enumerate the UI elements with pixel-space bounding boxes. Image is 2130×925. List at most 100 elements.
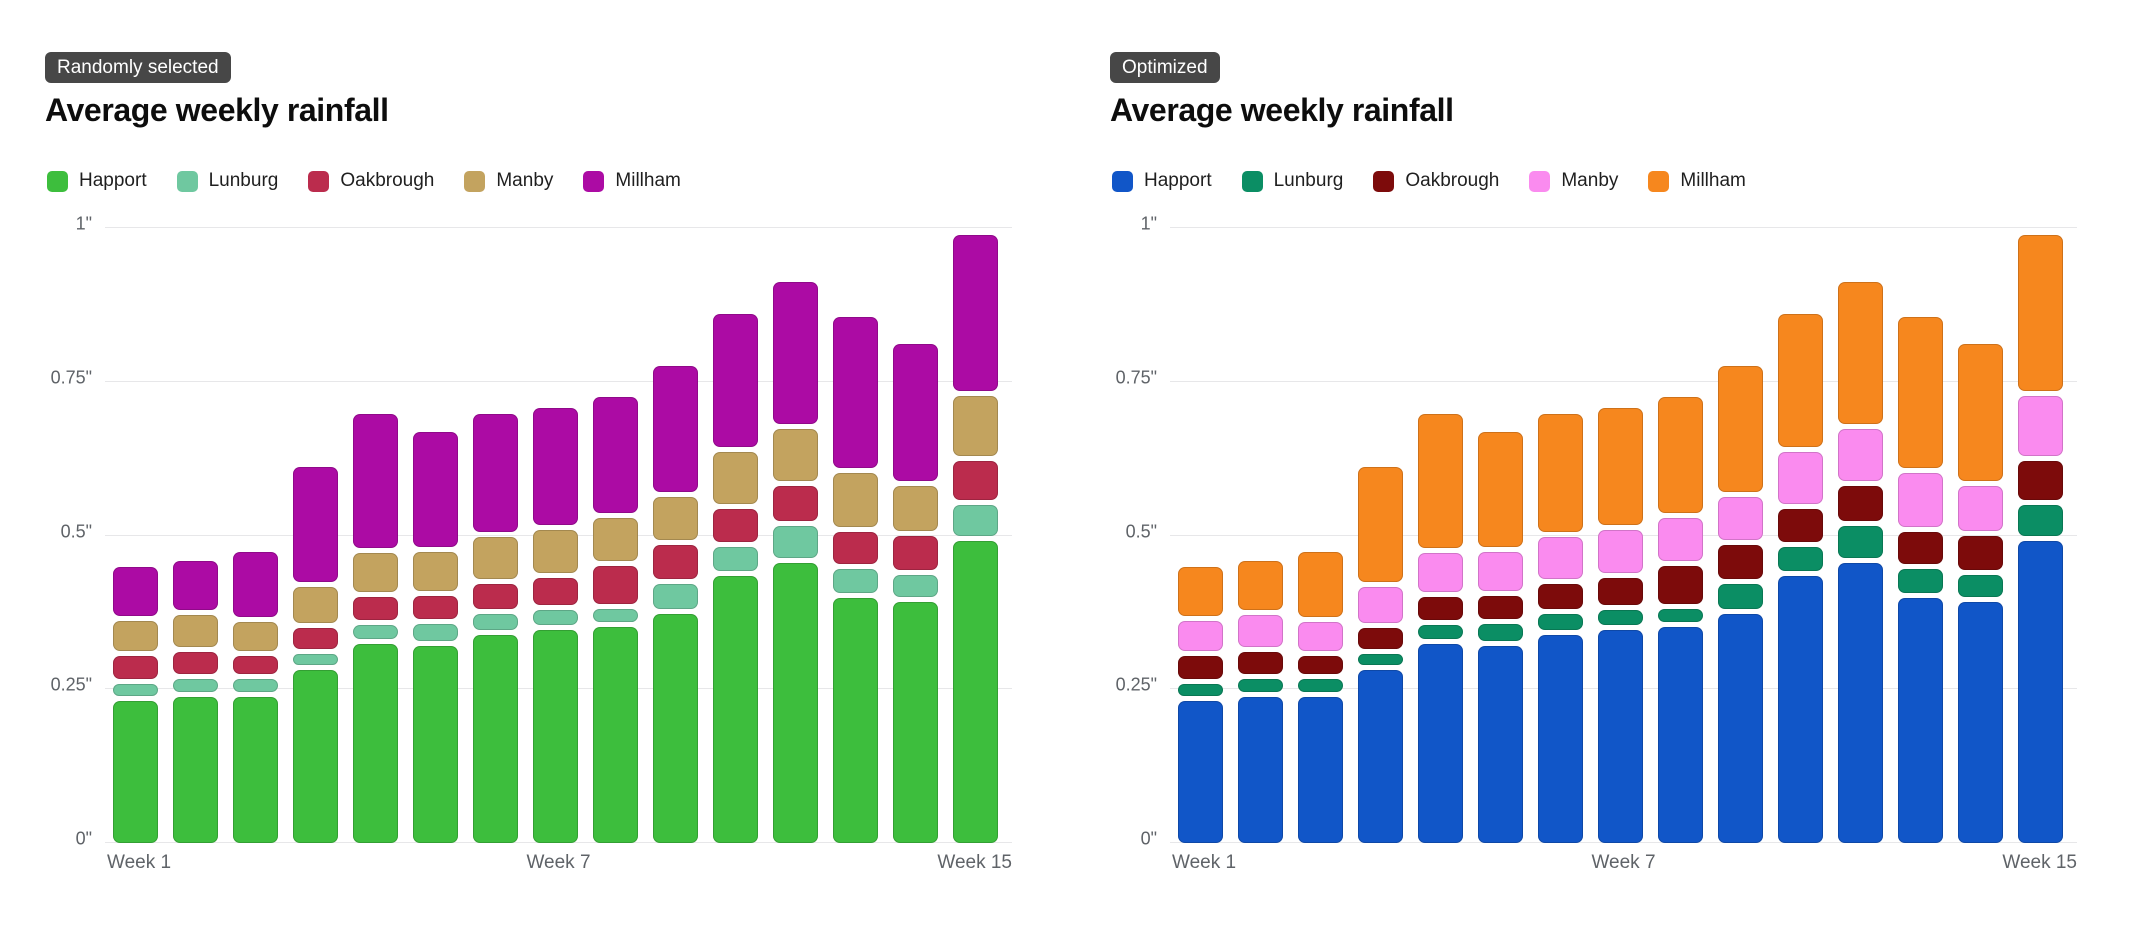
bar-week-6 (412, 228, 458, 843)
x-tick-label: Week 7 (526, 852, 591, 873)
bar-segment-happort (412, 645, 458, 843)
bar-week-9 (1657, 228, 1703, 843)
bar-week-12 (1837, 228, 1883, 843)
chart-title: Average weekly rainfall (1110, 92, 1454, 128)
bar-segment-lunburg (1597, 609, 1643, 625)
bar-segment-happort (1477, 645, 1523, 843)
legend-item-oakbrough: Oakbrough (1373, 170, 1499, 192)
bar-segment-lunburg (1477, 624, 1523, 641)
bar-segment-lunburg (292, 653, 338, 666)
bar-segment-manby (772, 428, 818, 482)
bar-segment-lunburg (1837, 525, 1883, 558)
bar-segment-lunburg (652, 584, 698, 610)
bar-segment-oakbrough (1717, 544, 1763, 580)
bar-week-3 (232, 228, 278, 843)
bar-segment-oakbrough (712, 509, 758, 542)
legend-label: Happort (1144, 170, 1212, 191)
bar-segment-millham (952, 234, 998, 391)
legend-label: Lunburg (1273, 170, 1344, 191)
bar-week-7 (472, 228, 518, 843)
bar-segment-lunburg (772, 525, 818, 558)
bar-week-4 (292, 228, 338, 843)
bar-week-13 (1897, 228, 1943, 843)
y-tick-label: 1" (1140, 213, 1157, 234)
bar-segment-millham (532, 408, 578, 526)
bar-segment-happort (232, 696, 278, 843)
bar-segment-happort (1537, 635, 1583, 843)
bar-segment-happort (652, 614, 698, 843)
bar-segment-manby (472, 537, 518, 580)
bar-segment-lunburg (1537, 614, 1583, 631)
bar-segment-happort (1177, 700, 1223, 843)
bar-segment-lunburg (1417, 624, 1463, 639)
bar-week-1 (112, 228, 158, 843)
y-tick-label: 1" (75, 213, 92, 234)
bar-segment-manby (412, 551, 458, 591)
bar-segment-oakbrough (232, 656, 278, 674)
bar-segment-oakbrough (1537, 584, 1583, 610)
bar-segment-lunburg (592, 608, 638, 622)
bar-segment-lunburg (1957, 574, 2003, 597)
legend-label: Manby (1561, 170, 1619, 191)
bar-segment-manby (652, 496, 698, 540)
bar-week-12 (772, 228, 818, 843)
bar-segment-happort (1717, 614, 1763, 843)
bar-segment-manby (1237, 614, 1283, 647)
bar-segment-manby (892, 486, 938, 531)
bar-segment-millham (1417, 414, 1463, 549)
bar-week-14 (892, 228, 938, 843)
bar-segment-oakbrough (1777, 509, 1823, 542)
bar-week-2 (172, 228, 218, 843)
bar-segment-manby (712, 451, 758, 505)
bar-segment-millham (652, 365, 698, 492)
plot-area: 0" 0.25" 0.5" 0.75" 1" (51, 214, 1012, 849)
bar-segment-happort (172, 696, 218, 843)
x-tick-label: Week 15 (2002, 852, 2077, 873)
bar-segment-happort (892, 601, 938, 843)
chart-panel-optimized: Optimized Average weekly rainfall Happor… (1110, 0, 2100, 925)
y-tick-label: 0.75" (1115, 367, 1157, 388)
bar-segment-lunburg (112, 683, 158, 696)
y-tick-label: 0.75" (50, 367, 92, 388)
bar-segment-manby (1657, 518, 1703, 561)
bar-segment-millham (412, 431, 458, 547)
bar-segment-lunburg (172, 678, 218, 692)
y-tick-label: 0.5" (60, 521, 92, 541)
bar-segment-happort (952, 541, 998, 843)
bar-segment-oakbrough (592, 565, 638, 604)
legend-swatch (1648, 170, 1670, 192)
bar-week-10 (1717, 228, 1763, 843)
chart-panel-randomly-selected: Randomly selected Average weekly rainfal… (45, 0, 1035, 925)
bar-week-11 (712, 228, 758, 843)
legend-item-millham: Millham (583, 170, 681, 192)
legend-item-manby: Manby (1529, 170, 1618, 192)
bar-segment-happort (2017, 541, 2063, 843)
bar-segment-happort (352, 643, 398, 843)
plot-area: 0" 0.25" 0.5" 0.75" 1" (1116, 214, 2077, 849)
bar-segment-manby (1717, 496, 1763, 540)
gridline (105, 380, 1012, 382)
bar-segment-lunburg (1357, 653, 1403, 666)
bar-segment-lunburg (712, 546, 758, 571)
bar-segment-happort (1297, 696, 1343, 843)
legend-swatch (1373, 170, 1395, 192)
legend-label: Lunburg (208, 170, 279, 191)
bar-segment-millham (832, 316, 878, 468)
bar-segment-lunburg (1237, 678, 1283, 692)
legend-label: Oakbrough (1405, 170, 1500, 191)
bar-week-13 (832, 228, 878, 843)
bar-segment-manby (112, 621, 158, 652)
x-axis: Week 1 Week 7 Week 15 (1170, 852, 2077, 876)
bar-week-15 (2017, 228, 2063, 843)
legend: Happort Lunburg Oakbrough Manby Millham (1112, 170, 1746, 192)
bar-segment-lunburg (1777, 546, 1823, 571)
bar-segment-lunburg (832, 568, 878, 593)
bar-segment-millham (712, 313, 758, 447)
bar-segment-lunburg (1177, 683, 1223, 696)
legend-swatch (1529, 170, 1551, 192)
gridline (1170, 227, 2077, 228)
bar-segment-oakbrough (112, 656, 158, 679)
legend-swatch (308, 170, 330, 192)
bar-segment-lunburg (412, 624, 458, 641)
bar-segment-oakbrough (1597, 578, 1643, 605)
